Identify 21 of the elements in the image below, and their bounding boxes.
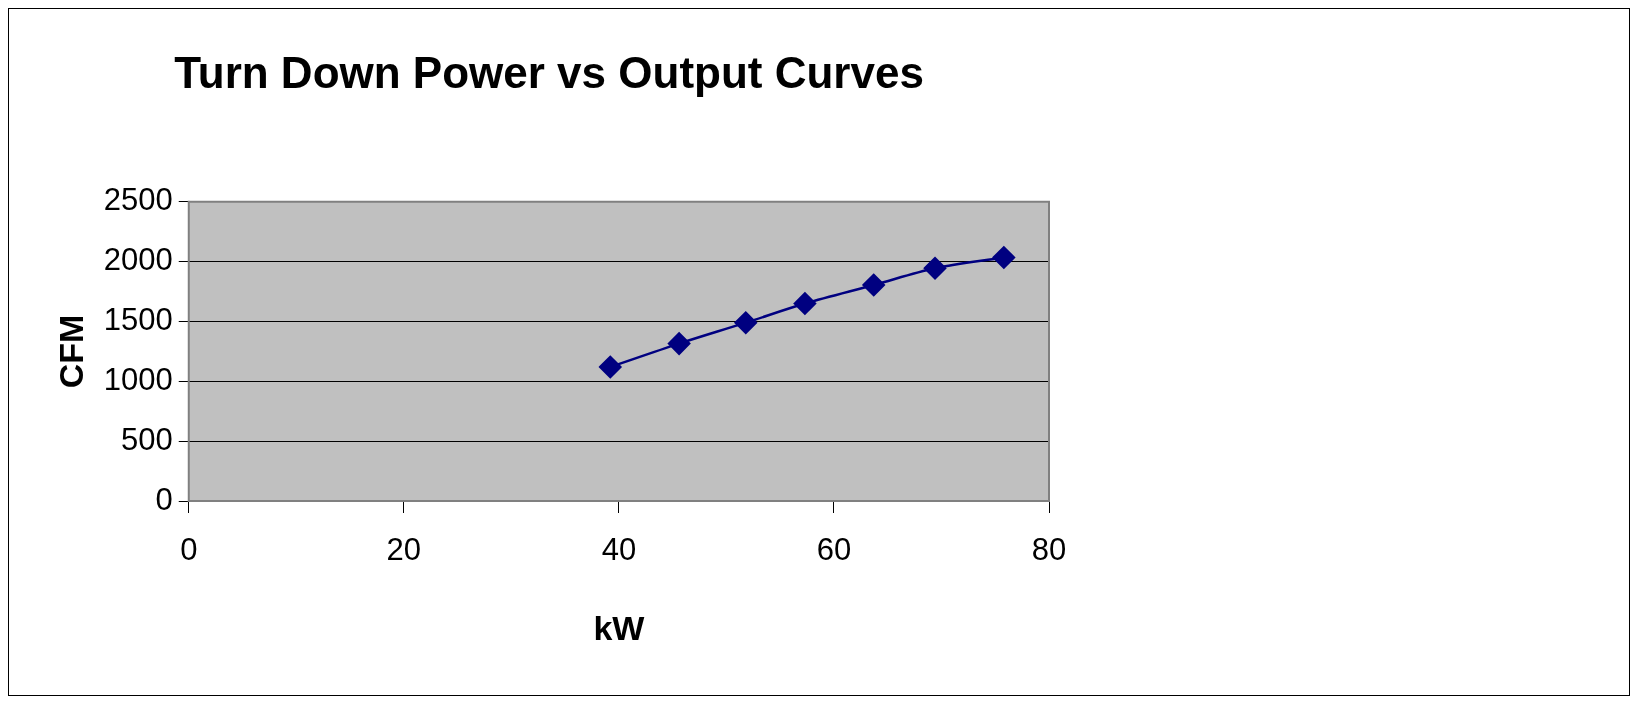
point <box>734 311 758 334</box>
y-tick-label: 1000 <box>103 361 173 397</box>
x-tick-label: 40 <box>601 532 637 568</box>
x-axis-title: kW <box>593 608 646 647</box>
point <box>667 332 691 355</box>
point <box>992 246 1016 269</box>
y-tick-label: 500 <box>121 421 173 457</box>
x-tick-label: 80 <box>1031 532 1067 568</box>
x-tick-label: 20 <box>386 532 422 568</box>
point <box>599 355 622 379</box>
y-tick-label: 2000 <box>103 242 173 278</box>
point <box>862 273 885 297</box>
y-tick-label: 0 <box>155 481 173 517</box>
x-tick-label: 0 <box>180 532 198 568</box>
point <box>793 292 817 315</box>
x-tick-label: 60 <box>816 532 852 568</box>
y-axis-title: CFM <box>51 314 90 389</box>
y-tick-label: 2500 <box>103 182 173 218</box>
point <box>923 256 947 280</box>
y-tick-label: 1500 <box>103 302 173 338</box>
chart-title: Turn Down Power vs Output Curves <box>174 47 924 97</box>
